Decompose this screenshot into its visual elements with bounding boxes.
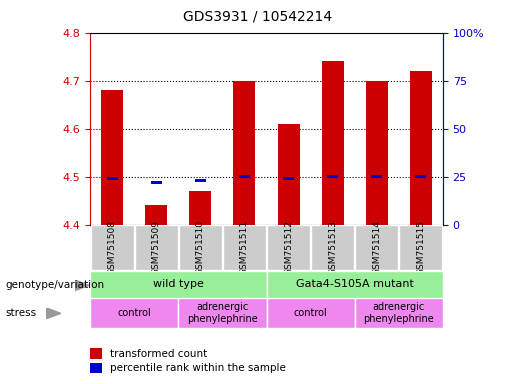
Text: control: control	[294, 308, 328, 318]
Polygon shape	[46, 308, 61, 319]
Bar	[107, 177, 118, 180]
Bar	[90, 298, 178, 328]
Bar	[90, 363, 102, 373]
Bar	[415, 175, 426, 178]
Bar	[278, 124, 300, 225]
Text: GSM751510: GSM751510	[196, 220, 205, 275]
Text: GSM751513: GSM751513	[328, 220, 337, 275]
Bar	[267, 298, 355, 328]
Bar	[355, 298, 443, 328]
Text: genotype/variation: genotype/variation	[5, 280, 104, 290]
Bar	[195, 179, 206, 182]
Text: Gata4-S105A mutant: Gata4-S105A mutant	[296, 279, 414, 289]
Bar	[233, 81, 255, 225]
Bar	[371, 175, 382, 178]
Text: GDS3931 / 10542214: GDS3931 / 10542214	[183, 10, 332, 23]
Bar	[91, 225, 134, 270]
Bar	[410, 71, 432, 225]
Text: percentile rank within the sample: percentile rank within the sample	[110, 363, 285, 373]
Bar	[134, 225, 178, 270]
Bar	[151, 181, 162, 184]
Bar	[399, 225, 442, 270]
Bar	[366, 81, 388, 225]
Bar	[90, 349, 102, 359]
Bar	[223, 225, 266, 270]
Text: GSM751514: GSM751514	[372, 220, 381, 275]
Bar	[190, 191, 211, 225]
Bar	[179, 225, 222, 270]
Bar	[178, 298, 267, 328]
Bar	[239, 175, 250, 178]
Text: GSM751509: GSM751509	[152, 220, 161, 275]
Bar	[283, 177, 294, 180]
Text: GSM751511: GSM751511	[240, 220, 249, 275]
Text: stress: stress	[5, 308, 36, 318]
Bar	[327, 175, 338, 178]
Text: GSM751508: GSM751508	[108, 220, 117, 275]
Text: transformed count: transformed count	[110, 349, 207, 359]
Text: GSM751515: GSM751515	[416, 220, 425, 275]
Text: adrenergic
phenylephrine: adrenergic phenylephrine	[187, 302, 258, 324]
Text: adrenergic
phenylephrine: adrenergic phenylephrine	[364, 302, 434, 324]
Bar	[267, 225, 310, 270]
Bar	[267, 271, 443, 298]
Bar	[101, 90, 123, 225]
Polygon shape	[75, 280, 89, 291]
Bar	[145, 205, 167, 225]
Bar	[90, 271, 267, 298]
Text: control: control	[117, 308, 151, 318]
Text: wild type: wild type	[153, 279, 204, 289]
Text: GSM751512: GSM751512	[284, 220, 293, 275]
Bar	[311, 225, 354, 270]
Bar	[355, 225, 399, 270]
Bar	[322, 61, 344, 225]
